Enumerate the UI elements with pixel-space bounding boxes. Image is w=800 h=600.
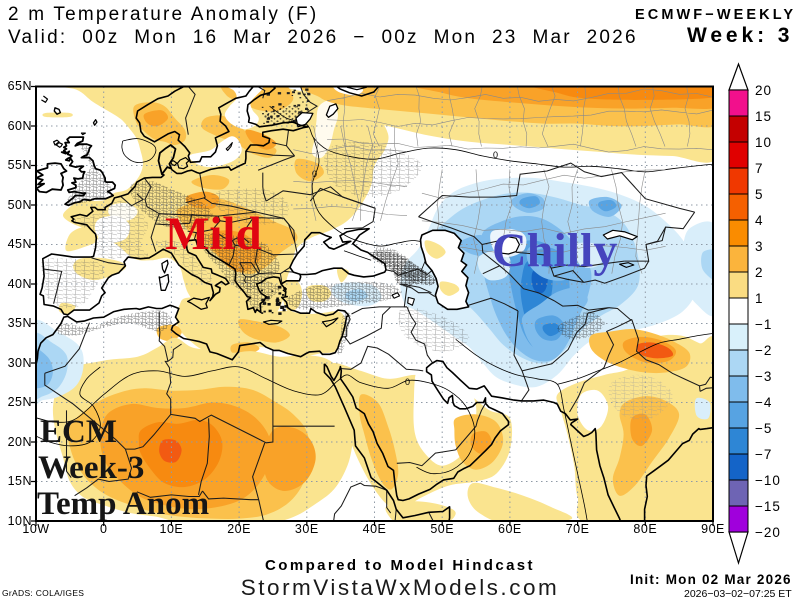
svg-text:70E: 70E [566,522,590,536]
svg-text:0: 0 [405,377,410,387]
svg-text:−15: −15 [755,499,781,514]
svg-text:55N: 55N [8,158,32,172]
svg-text:50N: 50N [8,198,32,212]
svg-text:0: 0 [100,522,107,536]
svg-text:−10: −10 [755,473,781,488]
svg-text:30E: 30E [295,522,319,536]
svg-text:ECM: ECM [40,414,117,450]
svg-text:2: 2 [755,265,764,280]
svg-text:Temp Anom: Temp Anom [37,486,209,522]
svg-text:−3: −3 [755,369,772,384]
svg-text:0: 0 [493,150,498,160]
svg-text:60N: 60N [8,119,32,133]
svg-text:10W: 10W [22,522,49,536]
svg-text:1: 1 [755,291,764,306]
svg-text:40N: 40N [8,277,32,291]
svg-text:50E: 50E [430,522,454,536]
svg-text:80E: 80E [633,522,657,536]
svg-text:Chilly: Chilly [492,224,617,277]
svg-text:−2: −2 [755,343,772,358]
svg-text:90E: 90E [701,522,725,536]
svg-text:10: 10 [755,135,772,150]
svg-text:45N: 45N [8,237,32,251]
svg-text:40E: 40E [363,522,387,536]
svg-text:30N: 30N [8,356,32,370]
svg-text:65N: 65N [8,79,32,93]
svg-text:10E: 10E [160,522,184,536]
svg-text:60E: 60E [498,522,522,536]
svg-text:Mild: Mild [165,208,262,260]
svg-text:4: 4 [755,213,764,228]
svg-text:20N: 20N [8,435,32,449]
svg-text:35N: 35N [8,316,32,330]
svg-text:10N: 10N [8,514,32,528]
svg-text:25N: 25N [8,395,32,409]
svg-text:−5: −5 [755,421,772,436]
svg-text:−1: −1 [755,317,772,332]
svg-text:15: 15 [755,109,772,124]
svg-text:3: 3 [755,239,764,254]
svg-text:20E: 20E [227,522,251,536]
svg-text:Week-3: Week-3 [38,450,144,486]
svg-text:−7: −7 [755,447,772,462]
svg-text:15N: 15N [8,474,32,488]
svg-text:0: 0 [312,169,317,179]
svg-text:−20: −20 [755,525,781,540]
svg-text:7: 7 [755,161,764,176]
svg-text:20: 20 [755,83,772,98]
svg-text:−4: −4 [755,395,772,410]
svg-text:5: 5 [755,187,764,202]
